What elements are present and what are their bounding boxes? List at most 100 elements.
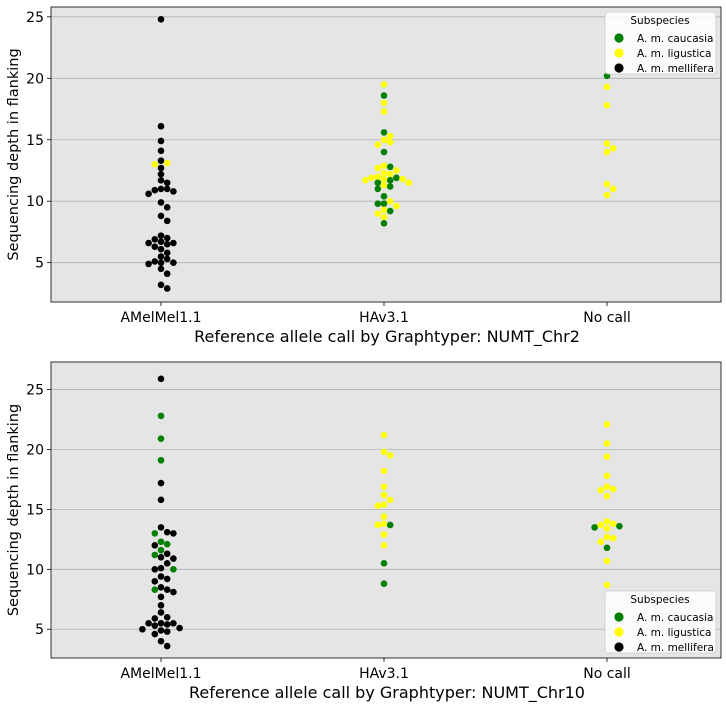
data-point (157, 554, 165, 561)
legend-label: A. m. mellifera (637, 63, 714, 75)
legend-marker (614, 48, 624, 58)
data-point (170, 566, 177, 573)
data-point (386, 207, 394, 215)
legend-marker (614, 33, 624, 43)
data-point (157, 573, 165, 580)
y-tick-label: 25 (26, 10, 44, 26)
data-point (170, 259, 177, 266)
data-point (603, 191, 611, 199)
data-point (145, 190, 152, 198)
data-point (374, 185, 382, 193)
data-point (163, 159, 171, 167)
data-point (380, 560, 388, 567)
data-point (380, 448, 388, 456)
data-point (170, 555, 177, 562)
data-point (157, 524, 165, 531)
legend-label: A. m. ligustica (637, 627, 711, 639)
data-point (603, 148, 611, 156)
data-point (380, 531, 388, 538)
x-tick-label: No call (583, 666, 631, 682)
data-point (151, 243, 159, 250)
data-point (163, 185, 171, 193)
data-point (163, 217, 171, 225)
data-point (151, 186, 159, 194)
data-point (603, 525, 611, 532)
data-point (157, 609, 165, 616)
data-point (157, 412, 165, 420)
data-point (151, 578, 159, 585)
data-point (399, 175, 406, 183)
data-point (386, 496, 394, 504)
x-tick-label: HAv3.1 (359, 666, 409, 682)
data-point (157, 546, 165, 554)
data-point (145, 239, 152, 247)
data-point (163, 621, 171, 628)
data-point (374, 521, 382, 529)
data-point (157, 619, 165, 627)
data-point (380, 108, 388, 115)
data-point (163, 249, 171, 257)
data-point (157, 212, 165, 220)
data-point (603, 492, 611, 500)
data-point (380, 81, 388, 88)
data-point (176, 624, 183, 632)
data-point (163, 628, 171, 635)
legend-label: A. m. mellifera (637, 642, 714, 654)
data-point (157, 583, 165, 591)
y-axis-label: Sequencing depth in flanking (6, 404, 22, 616)
y-tick-label: 10 (26, 562, 44, 578)
data-point (157, 479, 165, 487)
data-point (145, 619, 152, 627)
legend-marker (614, 642, 624, 652)
legend: Subspecies A. m. caucasia A. m. ligustica A… (604, 11, 717, 75)
chart-panel-1: 5 10 15 20 25 AMelMel1.1 HAv3.1 No callReferenc… (6, 6, 722, 347)
y-tick-label: 5 (35, 622, 44, 638)
data-point (380, 169, 388, 177)
data-point (380, 491, 388, 499)
data-point (163, 234, 171, 242)
data-point (151, 586, 159, 593)
data-point (380, 467, 388, 475)
data-point (157, 157, 165, 164)
data-point (603, 518, 611, 525)
data-point (170, 619, 177, 627)
data-point (163, 270, 171, 278)
data-point (157, 496, 165, 504)
data-point (597, 486, 605, 494)
data-point (170, 188, 177, 195)
data-point (151, 630, 159, 638)
data-point (380, 92, 388, 99)
data-point (609, 145, 617, 152)
data-point (163, 528, 171, 536)
data-point (603, 557, 611, 565)
data-point (163, 204, 171, 211)
x-tick-label: HAv3.1 (359, 310, 409, 326)
data-point (163, 179, 171, 187)
data-point (603, 483, 611, 490)
data-point (603, 533, 611, 541)
data-point (386, 183, 394, 190)
data-point (603, 440, 611, 447)
data-point (393, 167, 400, 174)
data-point (374, 173, 382, 180)
data-point (386, 521, 394, 529)
y-tick-label: 15 (26, 502, 44, 518)
legend-title: Subspecies (630, 15, 689, 27)
data-point (157, 232, 165, 239)
legend: Subspecies A. m. caucasia A. m. ligustica A… (604, 590, 717, 654)
data-point (163, 560, 171, 567)
data-point (609, 520, 617, 528)
legend-marker (614, 627, 624, 637)
data-point (603, 421, 611, 428)
data-point (157, 238, 165, 246)
data-point (603, 102, 611, 109)
legend-label: A. m. ligustica (637, 48, 711, 60)
data-point (597, 538, 605, 546)
data-point (157, 177, 165, 184)
data-point (157, 15, 165, 23)
data-point (163, 255, 171, 263)
data-point (157, 199, 165, 206)
data-point (603, 472, 611, 480)
legend-marker (614, 612, 624, 622)
data-point (157, 122, 165, 130)
